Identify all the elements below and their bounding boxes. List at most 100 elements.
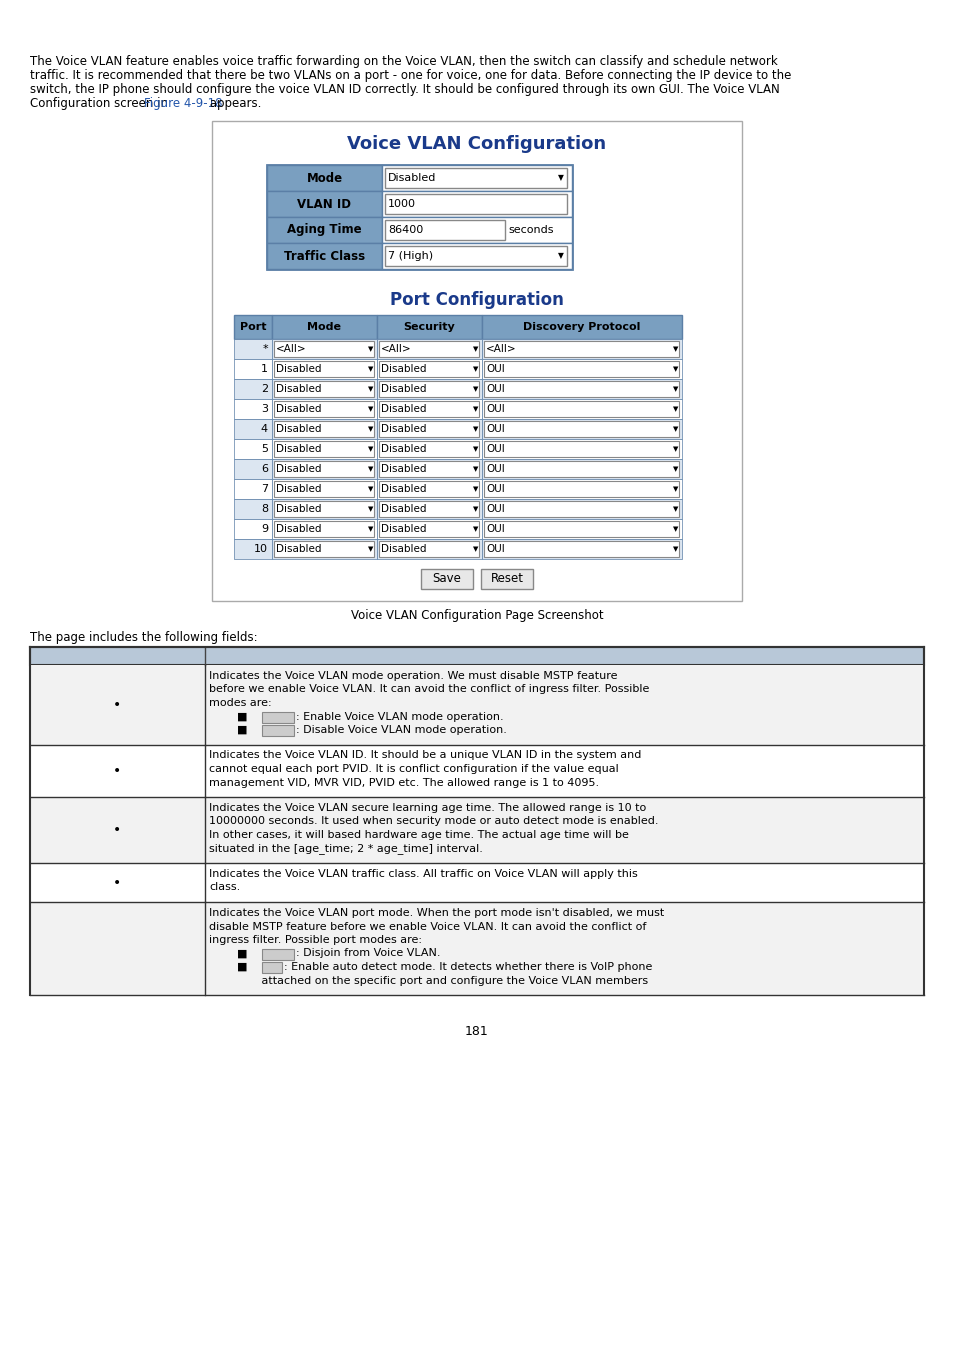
Text: traffic. It is recommended that there be two VLANs on a port - one for voice, on: traffic. It is recommended that there be… <box>30 69 791 82</box>
Bar <box>233 439 272 459</box>
Text: 4: 4 <box>260 424 268 433</box>
Text: 7: 7 <box>260 485 268 494</box>
Bar <box>385 246 566 266</box>
Bar <box>483 460 679 477</box>
Text: ▼: ▼ <box>367 346 373 352</box>
Bar <box>30 647 923 666</box>
Bar <box>267 165 381 190</box>
Text: The page includes the following fields:: The page includes the following fields: <box>30 630 257 644</box>
Text: ▼: ▼ <box>472 346 477 352</box>
Text: Indicates the Voice VLAN ID. It should be a unique VLAN ID in the system and: Indicates the Voice VLAN ID. It should b… <box>209 751 640 760</box>
Text: ▼: ▼ <box>367 545 373 552</box>
Text: management VID, MVR VID, PVID etc. The allowed range is 1 to 4095.: management VID, MVR VID, PVID etc. The a… <box>209 778 598 787</box>
Text: 7 (High): 7 (High) <box>388 251 433 261</box>
Text: appears.: appears. <box>206 97 261 109</box>
Bar <box>376 518 481 539</box>
Bar <box>261 963 281 973</box>
Bar <box>483 501 679 517</box>
Bar <box>481 379 681 400</box>
Text: ▼: ▼ <box>367 386 373 391</box>
Bar <box>272 400 376 418</box>
Bar <box>378 401 478 417</box>
Bar <box>376 479 481 500</box>
Bar <box>30 863 923 902</box>
Bar <box>481 418 681 439</box>
Text: ▼: ▼ <box>472 486 477 491</box>
Bar <box>274 360 374 377</box>
Bar <box>480 568 533 589</box>
Text: 5: 5 <box>261 444 268 454</box>
Text: ▼: ▼ <box>367 366 373 373</box>
Text: ▼: ▼ <box>367 466 373 472</box>
Bar <box>233 479 272 500</box>
Text: *: * <box>262 344 268 354</box>
Text: <All>: <All> <box>485 344 517 354</box>
Bar <box>233 539 272 559</box>
Text: 1000: 1000 <box>388 198 416 209</box>
Text: 3: 3 <box>261 404 268 414</box>
Bar <box>376 439 481 459</box>
Bar <box>481 339 681 359</box>
Bar <box>233 500 272 518</box>
Text: class.: class. <box>209 883 240 892</box>
Text: ▼: ▼ <box>672 506 678 512</box>
Bar <box>261 949 294 960</box>
Text: Indicates the Voice VLAN traffic class. All traffic on Voice VLAN will apply thi: Indicates the Voice VLAN traffic class. … <box>209 869 638 879</box>
Text: situated in the [age_time; 2 * age_time] interval.: situated in the [age_time; 2 * age_time]… <box>209 844 482 855</box>
Bar <box>30 902 923 995</box>
Bar <box>483 521 679 537</box>
Text: OUI: OUI <box>485 444 504 454</box>
Text: ▼: ▼ <box>367 526 373 532</box>
Bar <box>481 539 681 559</box>
Text: : Disjoin from Voice VLAN.: : Disjoin from Voice VLAN. <box>295 949 440 958</box>
Text: Figure 4-9-18: Figure 4-9-18 <box>144 97 222 109</box>
Text: disable MSTP feature before we enable Voice VLAN. It can avoid the conflict of: disable MSTP feature before we enable Vo… <box>209 922 646 931</box>
Text: Traffic Class: Traffic Class <box>284 250 365 262</box>
Text: Disabled: Disabled <box>380 424 426 433</box>
Bar <box>376 500 481 518</box>
Text: ▼: ▼ <box>472 506 477 512</box>
Text: ▼: ▼ <box>672 406 678 412</box>
Text: Indicates the Voice VLAN mode operation. We must disable MSTP feature: Indicates the Voice VLAN mode operation.… <box>209 671 617 680</box>
Text: Reset: Reset <box>490 572 523 586</box>
Bar <box>274 441 374 458</box>
Bar <box>381 165 572 190</box>
Bar <box>481 500 681 518</box>
Text: The Voice VLAN feature enables voice traffic forwarding on the Voice VLAN, then : The Voice VLAN feature enables voice tra… <box>30 55 777 68</box>
Bar <box>267 243 381 269</box>
Text: OUI: OUI <box>485 485 504 494</box>
Text: Disabled: Disabled <box>380 464 426 474</box>
Bar <box>261 711 294 722</box>
Bar <box>483 541 679 558</box>
Text: Save: Save <box>432 572 461 586</box>
Bar <box>272 518 376 539</box>
Text: : Enable auto detect mode. It detects whether there is VoIP phone: : Enable auto detect mode. It detects wh… <box>283 963 652 972</box>
Text: OUI: OUI <box>485 424 504 433</box>
Bar <box>376 459 481 479</box>
Bar <box>274 460 374 477</box>
Text: Indicates the Voice VLAN secure learning age time. The allowed range is 10 to: Indicates the Voice VLAN secure learning… <box>209 803 645 813</box>
Text: Voice VLAN Configuration: Voice VLAN Configuration <box>347 135 606 153</box>
Text: 8: 8 <box>260 504 268 514</box>
Bar <box>274 541 374 558</box>
Text: ▼: ▼ <box>472 386 477 391</box>
Bar <box>233 518 272 539</box>
Text: •: • <box>113 876 121 890</box>
Text: ▼: ▼ <box>672 545 678 552</box>
Text: Discovery Protocol: Discovery Protocol <box>523 323 640 332</box>
Text: OUI: OUI <box>485 504 504 514</box>
Bar <box>267 165 572 269</box>
Bar <box>483 481 679 497</box>
Text: 10000000 seconds. It used when security mode or auto detect mode is enabled.: 10000000 seconds. It used when security … <box>209 817 658 826</box>
Text: ■: ■ <box>209 963 254 972</box>
Bar <box>233 418 272 439</box>
Bar <box>385 220 504 240</box>
Text: In other cases, it will based hardware age time. The actual age time will be: In other cases, it will based hardware a… <box>209 830 628 840</box>
Bar <box>481 459 681 479</box>
Bar <box>483 381 679 397</box>
Bar <box>261 725 294 736</box>
Text: switch, the IP phone should configure the voice VLAN ID correctly. It should be : switch, the IP phone should configure th… <box>30 82 779 96</box>
Text: ▼: ▼ <box>472 446 477 452</box>
Text: : Enable Voice VLAN mode operation.: : Enable Voice VLAN mode operation. <box>295 711 503 721</box>
Text: Port: Port <box>239 323 266 332</box>
